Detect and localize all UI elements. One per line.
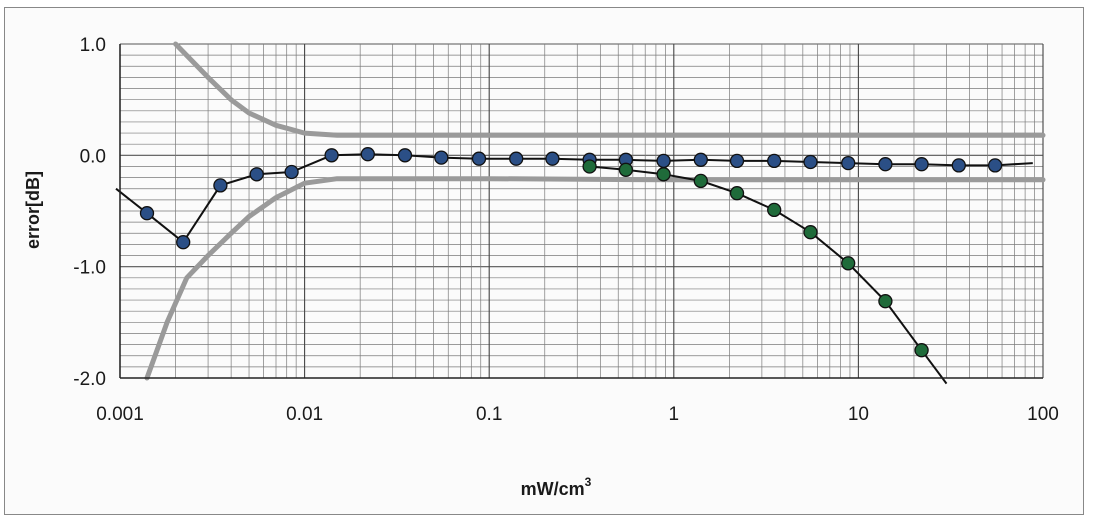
series-1-point (360, 147, 375, 162)
series-2-point (729, 186, 745, 201)
series-1-point (324, 148, 339, 163)
series-1-point (914, 157, 929, 172)
y-tick-label: 1.0 (80, 35, 106, 56)
data-series (115, 147, 1033, 385)
series-2-point (841, 256, 856, 271)
series-1-line (115, 153, 1033, 244)
series-1-point (767, 153, 782, 169)
series-1-point (284, 164, 299, 180)
series-1-point (841, 155, 856, 171)
x-tick-label: 0.01 (286, 404, 323, 425)
series-2-point (767, 202, 782, 218)
upper-bound-line (173, 41, 1046, 138)
y-tick-label: -1.0 (73, 258, 106, 279)
x-tick-label: 100 (1027, 404, 1059, 425)
x-tick-label: 1 (669, 404, 680, 425)
series-1-point (509, 151, 524, 166)
series-1-point (397, 148, 413, 163)
series-1-point (729, 153, 745, 169)
series-1-point (951, 158, 966, 173)
x-tick-label: 0.1 (476, 404, 502, 425)
series-1-point (434, 150, 449, 165)
x-axis-label-superscript: 3 (585, 475, 592, 489)
series-2-point (693, 173, 708, 189)
series-1-point (656, 153, 671, 169)
y-tick-label: -2.0 (73, 369, 106, 390)
series-2-line (589, 165, 948, 385)
chart-frame (4, 7, 1084, 515)
x-tick-label: 10 (848, 404, 869, 425)
series-1-point (693, 152, 708, 167)
series-1-point (176, 235, 191, 250)
series-1-point (139, 206, 155, 221)
series-1-point (249, 167, 264, 182)
series-1-point (987, 158, 1003, 173)
series-2-point (878, 294, 893, 309)
series-1-point (213, 178, 228, 193)
series-2-point (656, 167, 671, 182)
tolerance-bounds (144, 41, 1046, 381)
series-1-point (878, 157, 893, 172)
x-tick-label: 0.001 (96, 404, 144, 425)
series-2-point (914, 343, 929, 358)
series-1-point (803, 154, 818, 170)
y-tick-label: 0.0 (80, 146, 106, 167)
series-2-point (618, 162, 634, 177)
axes (119, 44, 1043, 379)
lower-bound-line (144, 176, 1046, 381)
tick-labels: 1.0 0.0 -1.0 -2.0 0.001 0.01 0.1 1 10 100 (73, 35, 1059, 425)
series-2-point (803, 225, 818, 240)
y-axis-label: error[dB] (23, 171, 43, 249)
x-axis-label-unit: mW/cm (521, 479, 585, 499)
series-1-point (545, 151, 560, 166)
series-2-point (582, 159, 597, 174)
series-1-point (471, 151, 487, 166)
x-axis-label: mW/cm3 (521, 475, 592, 499)
